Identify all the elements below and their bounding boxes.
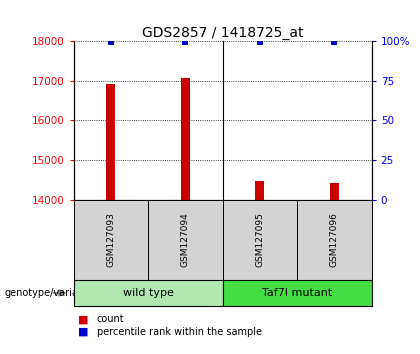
Text: GSM127094: GSM127094 [181,212,190,267]
Bar [255,181,264,200]
Text: GSM127096: GSM127096 [330,212,339,267]
Text: GSM127095: GSM127095 [255,212,264,267]
Text: ■: ■ [78,314,88,325]
Bar [330,183,339,200]
Text: Taf7l mutant: Taf7l mutant [262,288,332,298]
Text: genotype/variation: genotype/variation [4,288,97,298]
Text: percentile rank within the sample: percentile rank within the sample [97,327,262,337]
Text: wild type: wild type [123,288,173,298]
Title: GDS2857 / 1418725_at: GDS2857 / 1418725_at [142,26,303,40]
Text: GSM127093: GSM127093 [106,212,115,267]
Bar [106,84,115,200]
Text: ■: ■ [78,327,88,337]
Text: count: count [97,314,124,325]
Bar [181,78,190,200]
